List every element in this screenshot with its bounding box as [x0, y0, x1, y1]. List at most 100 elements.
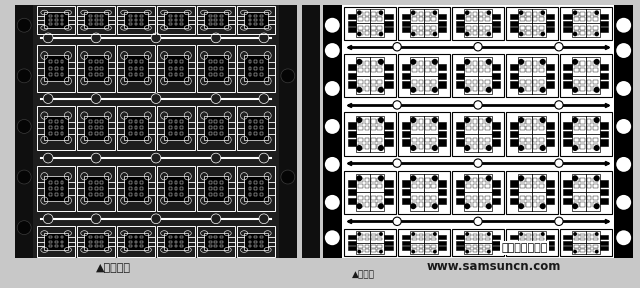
Bar	[425, 178, 429, 182]
Bar	[419, 79, 423, 84]
Bar	[600, 73, 608, 79]
Bar	[54, 15, 58, 17]
Bar	[100, 19, 104, 21]
Bar	[527, 61, 531, 66]
Bar	[365, 126, 369, 130]
Circle shape	[281, 170, 295, 184]
Bar	[278, 5, 297, 258]
Bar	[255, 15, 257, 17]
Circle shape	[410, 87, 416, 93]
Circle shape	[464, 175, 470, 181]
Circle shape	[393, 43, 401, 51]
Bar	[492, 27, 500, 33]
Bar	[479, 196, 483, 200]
Bar	[117, 6, 155, 34]
Bar	[348, 131, 356, 137]
Bar	[574, 245, 579, 248]
Circle shape	[555, 217, 563, 226]
Bar	[472, 184, 477, 189]
Bar	[95, 236, 97, 238]
Bar	[518, 76, 546, 94]
Circle shape	[378, 203, 384, 209]
Bar	[431, 245, 436, 248]
Circle shape	[486, 59, 492, 65]
Bar	[479, 31, 483, 35]
Circle shape	[594, 145, 600, 151]
Bar	[385, 64, 392, 71]
Bar	[348, 122, 356, 129]
Bar	[509, 131, 518, 137]
Bar	[506, 229, 558, 257]
Bar	[533, 144, 538, 149]
Bar	[533, 26, 538, 30]
Bar	[100, 60, 104, 63]
Bar	[466, 26, 470, 30]
Bar	[175, 23, 177, 25]
Bar	[37, 166, 75, 211]
Bar	[260, 181, 263, 184]
Bar	[466, 249, 470, 252]
Bar	[485, 202, 490, 207]
Bar	[248, 181, 252, 184]
Bar	[593, 31, 598, 35]
Circle shape	[541, 232, 545, 236]
Circle shape	[486, 175, 492, 181]
Bar	[419, 31, 423, 35]
Bar	[410, 134, 438, 152]
Bar	[378, 245, 382, 248]
Bar	[472, 245, 477, 248]
Bar	[560, 54, 612, 97]
Bar	[472, 238, 477, 240]
Bar	[580, 238, 585, 240]
Bar	[220, 19, 223, 21]
Bar	[180, 60, 183, 63]
Bar	[371, 126, 376, 130]
Bar	[356, 243, 385, 254]
Bar	[180, 73, 183, 76]
Bar	[546, 139, 554, 146]
Bar	[124, 56, 148, 81]
Circle shape	[356, 145, 362, 151]
Bar	[348, 180, 356, 187]
Bar	[237, 226, 275, 257]
Circle shape	[572, 59, 578, 65]
Circle shape	[325, 230, 340, 245]
Bar	[479, 245, 483, 248]
Bar	[157, 226, 195, 257]
Bar	[214, 240, 218, 242]
Bar	[431, 249, 436, 252]
Bar	[509, 14, 518, 19]
Bar	[61, 132, 63, 135]
Bar	[129, 245, 132, 247]
Bar	[61, 245, 63, 247]
Bar	[600, 235, 608, 239]
Bar	[220, 15, 223, 17]
Bar	[456, 73, 464, 79]
Circle shape	[464, 145, 470, 151]
Bar	[84, 56, 108, 81]
Bar	[54, 245, 58, 247]
Circle shape	[17, 18, 31, 32]
Bar	[472, 202, 477, 207]
Bar	[520, 245, 525, 248]
Bar	[520, 144, 525, 149]
Circle shape	[393, 101, 401, 109]
Bar	[168, 240, 172, 242]
Bar	[95, 19, 97, 21]
Bar	[214, 126, 218, 129]
Circle shape	[465, 32, 470, 36]
Bar	[593, 184, 598, 189]
Bar	[343, 156, 613, 170]
Bar	[260, 245, 263, 247]
Bar	[358, 138, 363, 142]
Bar	[54, 67, 58, 70]
Bar	[402, 139, 410, 146]
Bar	[371, 119, 376, 124]
Bar	[15, 5, 297, 258]
Bar	[371, 26, 376, 30]
Bar	[472, 86, 477, 90]
Bar	[129, 187, 132, 190]
Bar	[540, 144, 544, 149]
Bar	[365, 86, 369, 90]
Bar	[412, 238, 417, 240]
